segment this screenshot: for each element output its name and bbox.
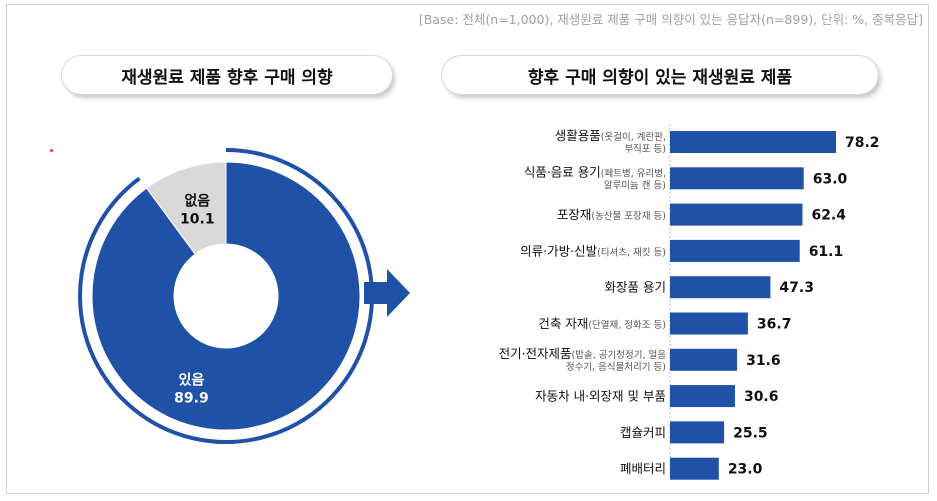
right-chart-title: 향후 구매 의향이 있는 재생원료 제품	[442, 56, 878, 94]
bar-category-label: 캡슐커피	[620, 425, 666, 440]
bar-3	[670, 203, 803, 226]
bar-category-label: 생활용품(옷걸이, 계란판,	[555, 128, 666, 143]
bar-6	[670, 312, 748, 335]
bar-value-label: 25.5	[733, 425, 768, 441]
left-chart-title: 재생원료 제품 향후 구매 의향	[62, 56, 392, 94]
bar-category-label: 화장품 용기	[605, 280, 666, 295]
bar-5	[670, 276, 771, 299]
bar-9	[670, 421, 725, 444]
bar-category-label: 건축 자재(단열재, 정화조 등)	[538, 316, 666, 331]
bar-category-label: 폐배터리	[620, 461, 666, 476]
bar-value-label: 62.4	[811, 208, 846, 224]
donut-slice-label: 없음	[184, 194, 210, 210]
bar-1	[670, 131, 836, 153]
bar-value-label: 30.6	[744, 389, 779, 405]
donut-slice-value: 89.9	[174, 391, 209, 407]
bar-value-label: 47.3	[779, 280, 814, 296]
arrow-icon	[364, 269, 410, 317]
donut-hole	[174, 244, 278, 348]
decorative-dot	[50, 149, 53, 152]
bar-category-label: 식품·음료 용기(페트병, 유리병,	[524, 164, 666, 179]
bar-7	[670, 348, 738, 371]
donut-outer-ring	[78, 148, 374, 444]
donut-slice-label: 있음	[179, 373, 205, 389]
bar-category-label: 의류·가방·신발(티셔츠, 재킷 등)	[520, 243, 666, 258]
base-note: [Base: 전체(n=1,000), 재생원료 제품 구매 의향이 있는 응답…	[418, 12, 923, 27]
bar-value-label: 61.1	[809, 244, 844, 260]
bar-value-label: 78.2	[845, 135, 880, 151]
bar-category-label: 전기·전자제품(밥솥, 공기청정기, 얼음	[499, 346, 667, 361]
bar-category-label: 포장재(농산물 포장재 등)	[557, 207, 666, 222]
bar-category-sublabel: 알루미늄 캔 등)	[604, 180, 666, 191]
chart-frame	[6, 4, 929, 494]
bar-value-label: 63.0	[813, 171, 848, 187]
bar-category-label: 자동차 내·외장재 및 부품	[535, 389, 666, 404]
bar-value-label: 36.7	[757, 317, 792, 333]
bar-8	[670, 385, 735, 408]
donut-slice-value: 10.1	[180, 212, 215, 228]
bar-value-label: 23.0	[728, 462, 763, 478]
bar-10	[670, 457, 719, 480]
bar-category-sublabel: 정수기, 음식물처리기 등)	[566, 361, 666, 373]
bar-value-label: 31.6	[746, 353, 781, 369]
bar-4	[670, 239, 800, 262]
bar-category-sublabel: 부직포 등)	[624, 144, 666, 155]
bar-2	[670, 167, 804, 190]
